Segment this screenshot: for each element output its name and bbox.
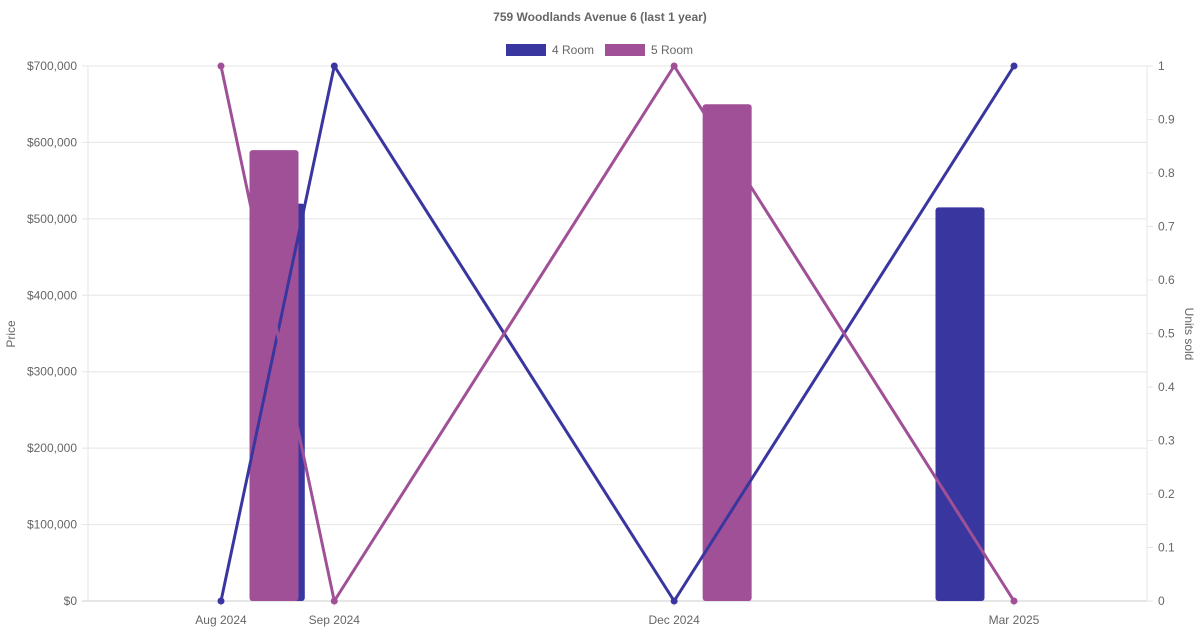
legend-item-4-room[interactable]: 4 Room [506, 43, 594, 57]
legend-label-5-room: 5 Room [651, 43, 693, 57]
x-tick-label: Dec 2024 [648, 613, 700, 627]
bar-4-room[interactable] [935, 207, 985, 601]
y-tick-label: $100,000 [27, 518, 77, 532]
point-4-room[interactable] [1010, 62, 1018, 70]
y-tick-label: $200,000 [27, 441, 77, 455]
y2-tick-label: 0.9 [1158, 113, 1175, 127]
x-tick-label: Aug 2024 [195, 613, 247, 627]
point-5-room[interactable] [217, 62, 225, 70]
y2-tick-label: 0.5 [1158, 327, 1175, 341]
y2-tick-label: 0.7 [1158, 220, 1175, 234]
legend-label-4-room: 4 Room [552, 43, 594, 57]
y2-tick-label: 1 [1158, 59, 1165, 73]
chart-title: 759 Woodlands Avenue 6 (last 1 year) [493, 10, 707, 24]
y-tick-label: $400,000 [27, 288, 77, 302]
y2-tick-label: 0.2 [1158, 487, 1175, 501]
point-4-room[interactable] [670, 597, 678, 605]
line-4-room[interactable] [219, 64, 1016, 603]
y-tick-label: $500,000 [27, 212, 77, 226]
point-5-room[interactable] [670, 62, 678, 70]
y-tick-label: $0 [64, 594, 78, 608]
legend-swatch-4-room [506, 44, 546, 56]
y2-tick-label: 0.1 [1158, 541, 1175, 555]
y2-axis-title: Units sold [1182, 308, 1196, 361]
point-4-room[interactable] [330, 62, 338, 70]
legend: 4 Room 5 Room [506, 43, 693, 57]
line-5-room[interactable] [219, 64, 1016, 603]
bar-layer [249, 104, 985, 602]
x-tick-label: Mar 2025 [989, 613, 1040, 627]
legend-item-5-room[interactable]: 5 Room [605, 43, 693, 57]
point-5-room[interactable] [330, 597, 338, 605]
y-tick-label: $600,000 [27, 135, 77, 149]
tick-labels: $0 $100,000 $200,000 $300,000 $400,000 $500,0… [27, 59, 1175, 627]
line-layer [217, 62, 1018, 605]
gridlines [82, 65, 1153, 607]
y2-tick-label: 0.4 [1158, 380, 1175, 394]
y2-tick-label: 0.6 [1158, 273, 1175, 287]
y2-tick-label: 0 [1158, 594, 1165, 608]
y2-tick-label: 0.8 [1158, 166, 1175, 180]
point-5-room[interactable] [1010, 597, 1018, 605]
bar-5-room[interactable] [249, 150, 299, 602]
y-axis-title: Price [4, 320, 18, 348]
y-tick-label: $700,000 [27, 59, 77, 73]
point-4-room[interactable] [217, 597, 225, 605]
legend-swatch-5-room [605, 44, 645, 56]
y2-tick-label: 0.3 [1158, 434, 1175, 448]
y-tick-label: $300,000 [27, 365, 77, 379]
x-tick-label: Sep 2024 [309, 613, 361, 627]
bar-5-room[interactable] [702, 104, 752, 601]
